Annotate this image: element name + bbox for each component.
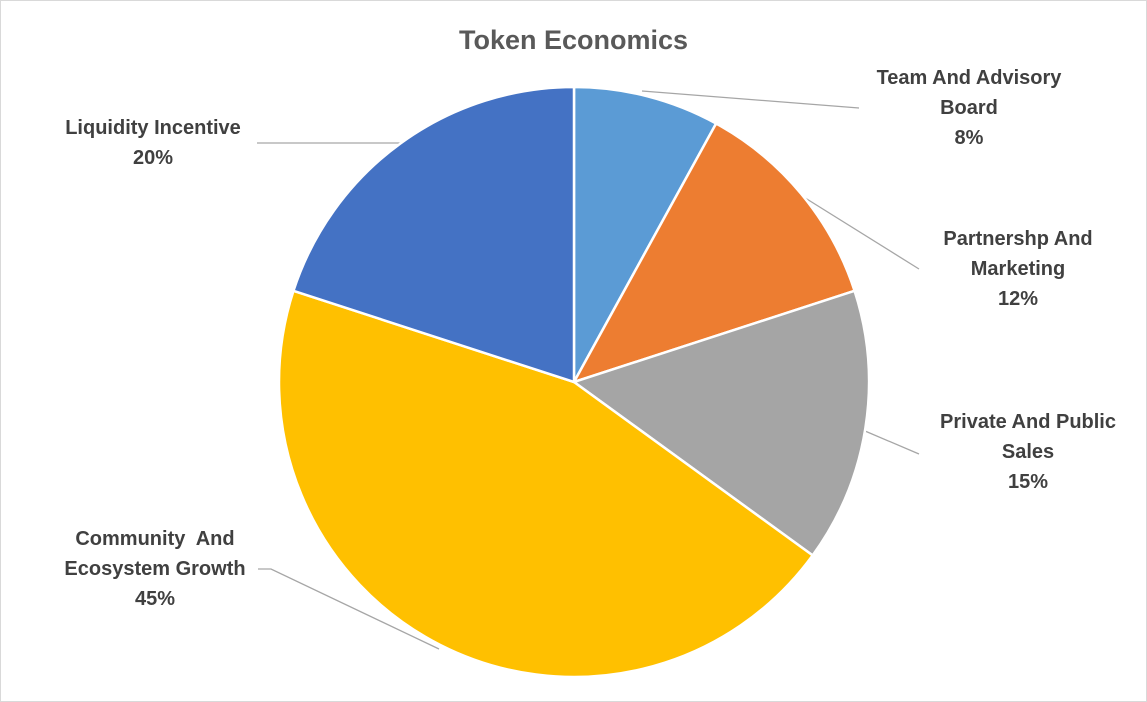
pie-slices — [277, 85, 871, 679]
leader-lines — [257, 90, 920, 650]
slice-value-label: 8% — [954, 127, 984, 149]
slice-name-line: Marketing — [970, 258, 1066, 280]
slice-name-line: Partnershp And — [943, 228, 1093, 250]
slice-name-line: Community And — [75, 528, 235, 550]
slice-name-line: Private And Public — [940, 411, 1116, 433]
chart-title: Token Economics — [458, 25, 689, 55]
pie-slice-liquidity-incentive — [292, 85, 576, 384]
slice-value-label: 12% — [997, 288, 1039, 310]
slice-value-label: 45% — [134, 588, 176, 610]
slice-label-community-ecosystem: Community And Ecosystem Growth 45% — [64, 524, 245, 614]
leader-line — [258, 568, 440, 650]
slice-name-line: Ecosystem Growth — [64, 558, 246, 580]
slice-label-private-public-sales: Private And Public Sales 15% — [940, 407, 1116, 497]
slice-name-line: Sales — [1001, 441, 1055, 463]
pie-slice-private-public-sales — [572, 289, 871, 557]
slice-name-line: Board — [940, 97, 998, 119]
slice-name-line: Liquidity Incentive — [65, 117, 241, 139]
slice-value-label: 15% — [1007, 471, 1049, 493]
slice-value-label: 20% — [132, 147, 174, 169]
leader-line — [801, 195, 920, 270]
pie-slice-partnership-marketing — [572, 122, 856, 384]
slice-label-partnership-marketing: Partnershp And Marketing 12% — [943, 224, 1092, 314]
slice-label-team-advisory: Team And Advisory Board 8% — [877, 63, 1062, 153]
pie-slice-community-ecosystem — [277, 289, 814, 679]
slice-name-line: Team And Advisory — [876, 67, 1062, 89]
leader-line — [641, 90, 860, 109]
slice-label-liquidity-incentive: Liquidity Incentive 20% — [65, 113, 241, 173]
pie-slice-team-advisory — [572, 85, 718, 384]
leader-line — [864, 430, 920, 455]
